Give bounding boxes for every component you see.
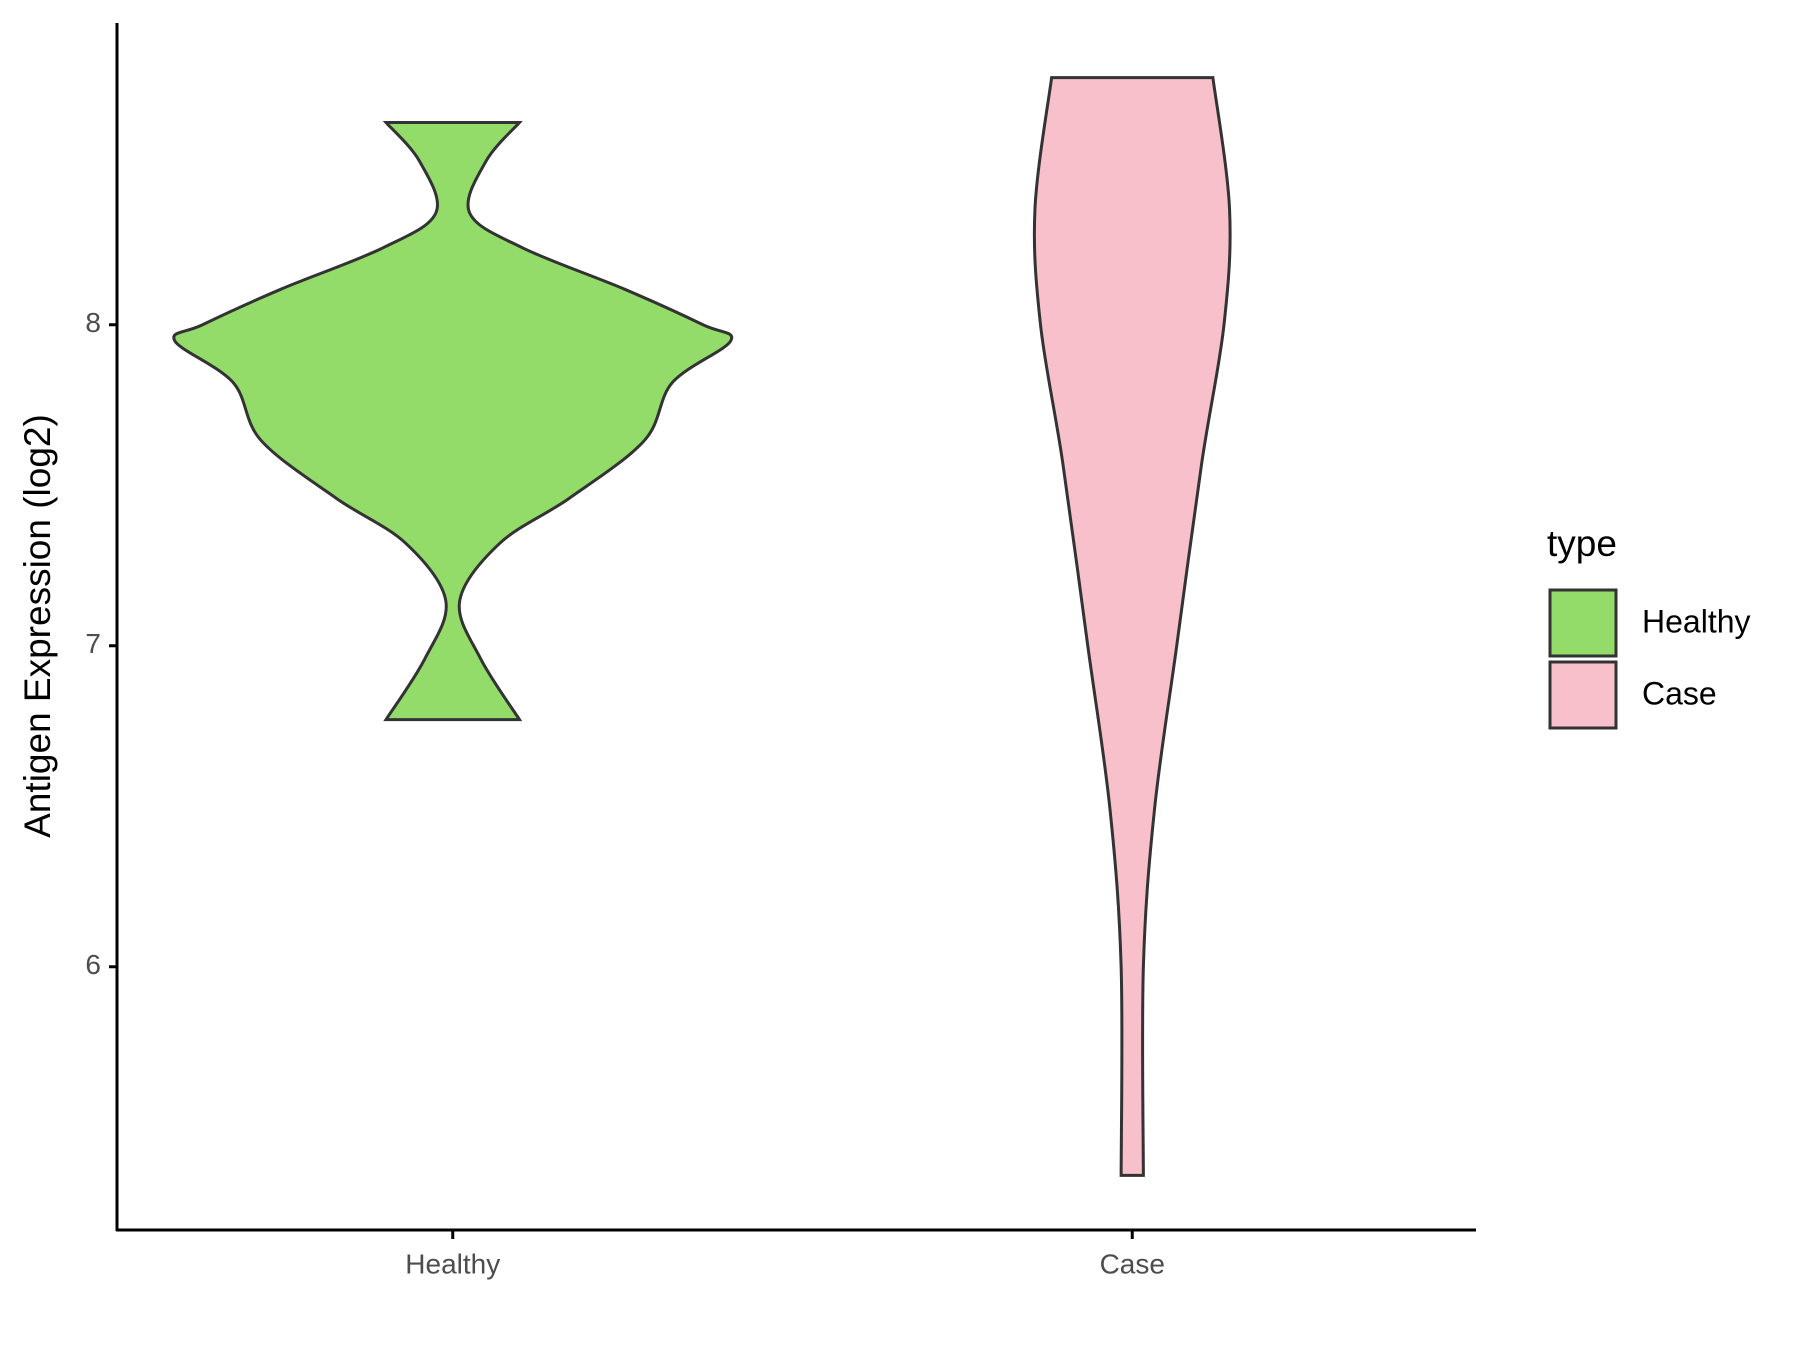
y-tick-label: 6	[85, 949, 101, 980]
x-tick-label: Healthy	[405, 1248, 500, 1279]
legend-title: type	[1547, 523, 1617, 564]
legend-key	[1548, 588, 1618, 658]
legend-label: Case	[1642, 675, 1717, 711]
legend-key	[1548, 660, 1618, 730]
x-tick-label: Case	[1100, 1248, 1165, 1279]
legend-label: Healthy	[1642, 603, 1751, 639]
violin	[1032, 76, 1232, 1177]
y-tick-label: 8	[85, 307, 101, 338]
violin	[172, 121, 734, 722]
y-axis-title: Antigen Expression (log2)	[17, 414, 58, 838]
y-tick-label: 7	[85, 628, 101, 659]
